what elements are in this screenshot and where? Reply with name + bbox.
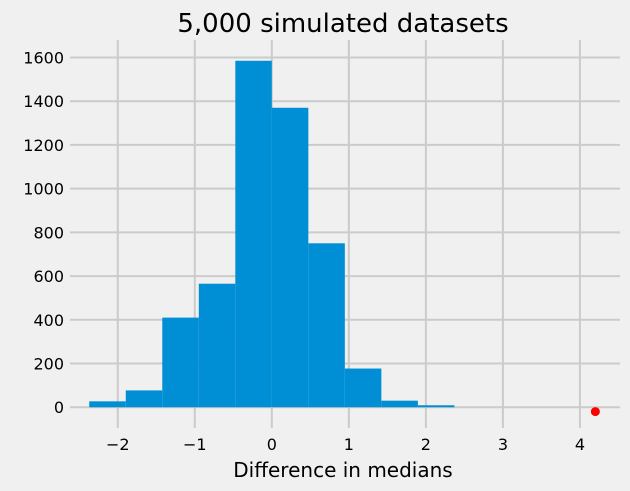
histogram-bar xyxy=(344,368,382,408)
histogram-bar xyxy=(198,283,236,408)
observed-statistic-point xyxy=(590,407,600,417)
histogram-bar xyxy=(417,405,455,408)
y-tick-label: 800 xyxy=(33,223,64,242)
y-tick-label: 400 xyxy=(33,311,64,330)
ticks: −2 −1 0 1 2 3 4 0 200 400 600 800 1000 1200 1400 1600 xyxy=(23,48,585,454)
histogram-bar xyxy=(125,390,163,408)
y-tick-label: 600 xyxy=(33,267,64,286)
histogram-bar xyxy=(381,400,418,408)
x-axis-label: Difference in medians xyxy=(233,458,452,482)
y-tick-label: 0 xyxy=(54,398,64,417)
y-tick-label: 1000 xyxy=(23,180,64,199)
histogram-bar xyxy=(235,60,272,408)
grid xyxy=(70,40,620,428)
histogram-bar xyxy=(271,107,309,408)
chart-title: 5,000 simulated datasets xyxy=(177,9,508,39)
x-tick-label: 3 xyxy=(498,435,508,454)
y-tick-label: 1600 xyxy=(23,48,64,67)
x-tick-label: 1 xyxy=(344,435,354,454)
bars xyxy=(89,60,600,417)
histogram-bar xyxy=(308,243,345,408)
x-tick-label: 0 xyxy=(267,435,277,454)
y-tick-label: 1400 xyxy=(23,92,64,111)
y-tick-label: 200 xyxy=(33,355,64,374)
x-tick-label: −2 xyxy=(106,435,130,454)
x-tick-label: −1 xyxy=(183,435,207,454)
x-tick-label: 4 xyxy=(575,435,585,454)
x-tick-label: 2 xyxy=(421,435,431,454)
histogram-bar xyxy=(89,401,126,408)
y-tick-label: 1200 xyxy=(23,136,64,155)
histogram-bar xyxy=(162,317,199,408)
